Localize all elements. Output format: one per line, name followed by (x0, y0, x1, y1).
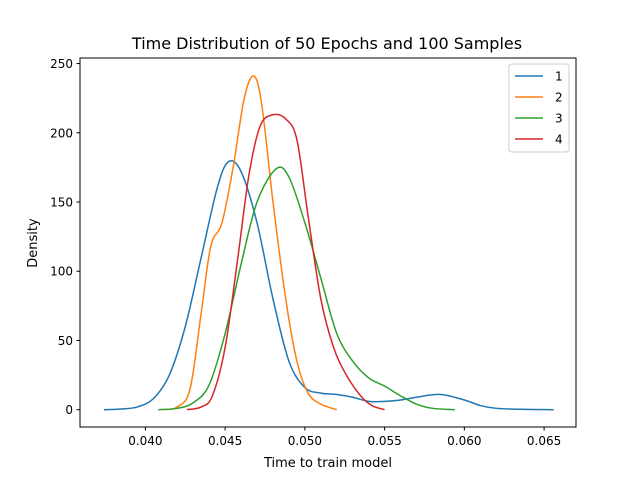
legend-label-4: 4 (555, 133, 563, 147)
x-axis-ticks: 0.040 0.045 0.050 0.055 0.060 0.065 (128, 427, 561, 448)
legend-box (508, 63, 570, 153)
series-line-4 (186, 113, 385, 411)
x-tick-label: 0.065 (527, 434, 561, 448)
y-tick-label: 250 (50, 57, 73, 71)
legend: 1 2 3 4 (508, 63, 570, 153)
plot-frame (79, 57, 577, 428)
x-tick-label: 0.045 (208, 434, 242, 448)
series-line-3 (158, 166, 455, 411)
chart-title: Time Distribution of 50 Epochs and 100 S… (131, 34, 522, 53)
x-tick-label: 0.040 (128, 434, 162, 448)
y-tick-label: 50 (58, 334, 73, 348)
plot-lines (103, 75, 554, 411)
legend-label-1: 1 (555, 70, 563, 84)
x-tick-label: 0.060 (447, 434, 481, 448)
y-tick-label: 100 (50, 265, 73, 279)
legend-label-2: 2 (555, 91, 563, 105)
y-tick-label: 0 (65, 403, 73, 417)
x-axis-label: Time to train model (263, 456, 392, 471)
y-axis-label: Density (26, 218, 41, 268)
x-tick-label: 0.050 (288, 434, 322, 448)
series-line-1 (103, 160, 554, 411)
y-axis-ticks: 0 50 100 150 200 250 (50, 57, 80, 417)
y-tick-label: 150 (50, 196, 73, 210)
x-tick-label: 0.055 (367, 434, 401, 448)
series-line-2 (162, 75, 338, 411)
legend-label-3: 3 (555, 112, 563, 126)
y-tick-label: 200 (50, 126, 73, 140)
